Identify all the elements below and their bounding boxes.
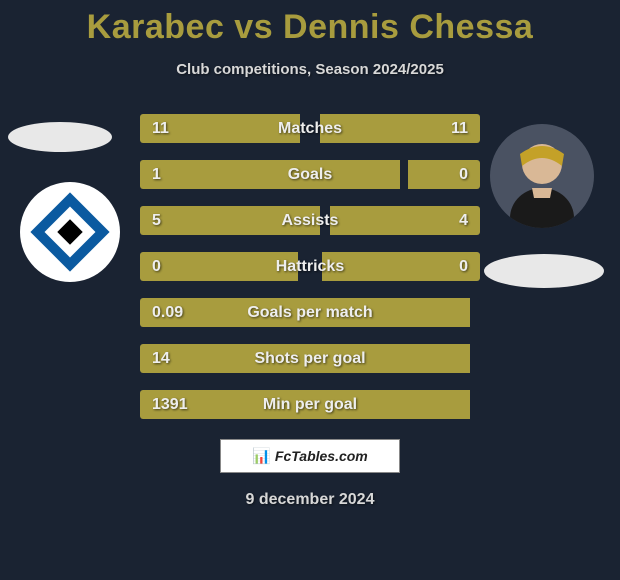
bar-left-fill xyxy=(140,390,470,419)
bar-left-fill xyxy=(140,344,470,373)
bar-row: Min per goal1391 xyxy=(140,390,480,419)
bar-value-left: 1 xyxy=(152,160,161,189)
bar-right-fill xyxy=(408,160,480,189)
bar-row: Assists54 xyxy=(140,206,480,235)
bar-value-left: 0.09 xyxy=(152,298,183,327)
bar-value-right: 0 xyxy=(459,252,468,281)
chart-icon: 📊 xyxy=(252,447,271,465)
footer-brand-text: FcTables.com xyxy=(275,448,368,464)
footer-date: 9 december 2024 xyxy=(246,491,375,509)
bar-left-fill xyxy=(140,252,298,281)
bar-row: Shots per goal14 xyxy=(140,344,480,373)
footer-brand-badge: 📊 FcTables.com xyxy=(220,439,400,473)
bar-value-left: 14 xyxy=(152,344,170,373)
bar-value-left: 11 xyxy=(152,114,169,143)
bar-gap xyxy=(320,206,330,235)
bar-gap xyxy=(300,114,320,143)
bar-left-fill xyxy=(140,206,320,235)
bar-left-fill xyxy=(140,298,470,327)
comparison-bars: Matches1111Goals10Assists54Hattricks00Go… xyxy=(140,114,480,419)
player-right-avatar xyxy=(490,124,594,228)
bar-value-left: 0 xyxy=(152,252,161,281)
bar-gap xyxy=(470,344,480,373)
bar-gap xyxy=(470,298,480,327)
bar-value-right: 11 xyxy=(451,114,468,143)
bar-row: Goals per match0.09 xyxy=(140,298,480,327)
club-badge-left xyxy=(20,182,120,282)
player-left-ellipse xyxy=(8,122,112,152)
bar-value-right: 0 xyxy=(459,160,468,189)
page-title: Karabec vs Dennis Chessa xyxy=(87,8,534,47)
bar-gap xyxy=(400,160,408,189)
bar-row: Goals10 xyxy=(140,160,480,189)
bar-row: Hattricks00 xyxy=(140,252,480,281)
bar-value-left: 1391 xyxy=(152,390,188,419)
club-badge-right xyxy=(484,254,604,288)
bar-value-left: 5 xyxy=(152,206,161,235)
bar-row: Matches1111 xyxy=(140,114,480,143)
bar-right-fill xyxy=(322,252,480,281)
bar-gap xyxy=(470,390,480,419)
bar-value-right: 4 xyxy=(459,206,468,235)
subtitle: Club competitions, Season 2024/2025 xyxy=(176,61,444,78)
bar-left-fill xyxy=(140,160,400,189)
bar-gap xyxy=(298,252,322,281)
bar-right-fill xyxy=(330,206,480,235)
